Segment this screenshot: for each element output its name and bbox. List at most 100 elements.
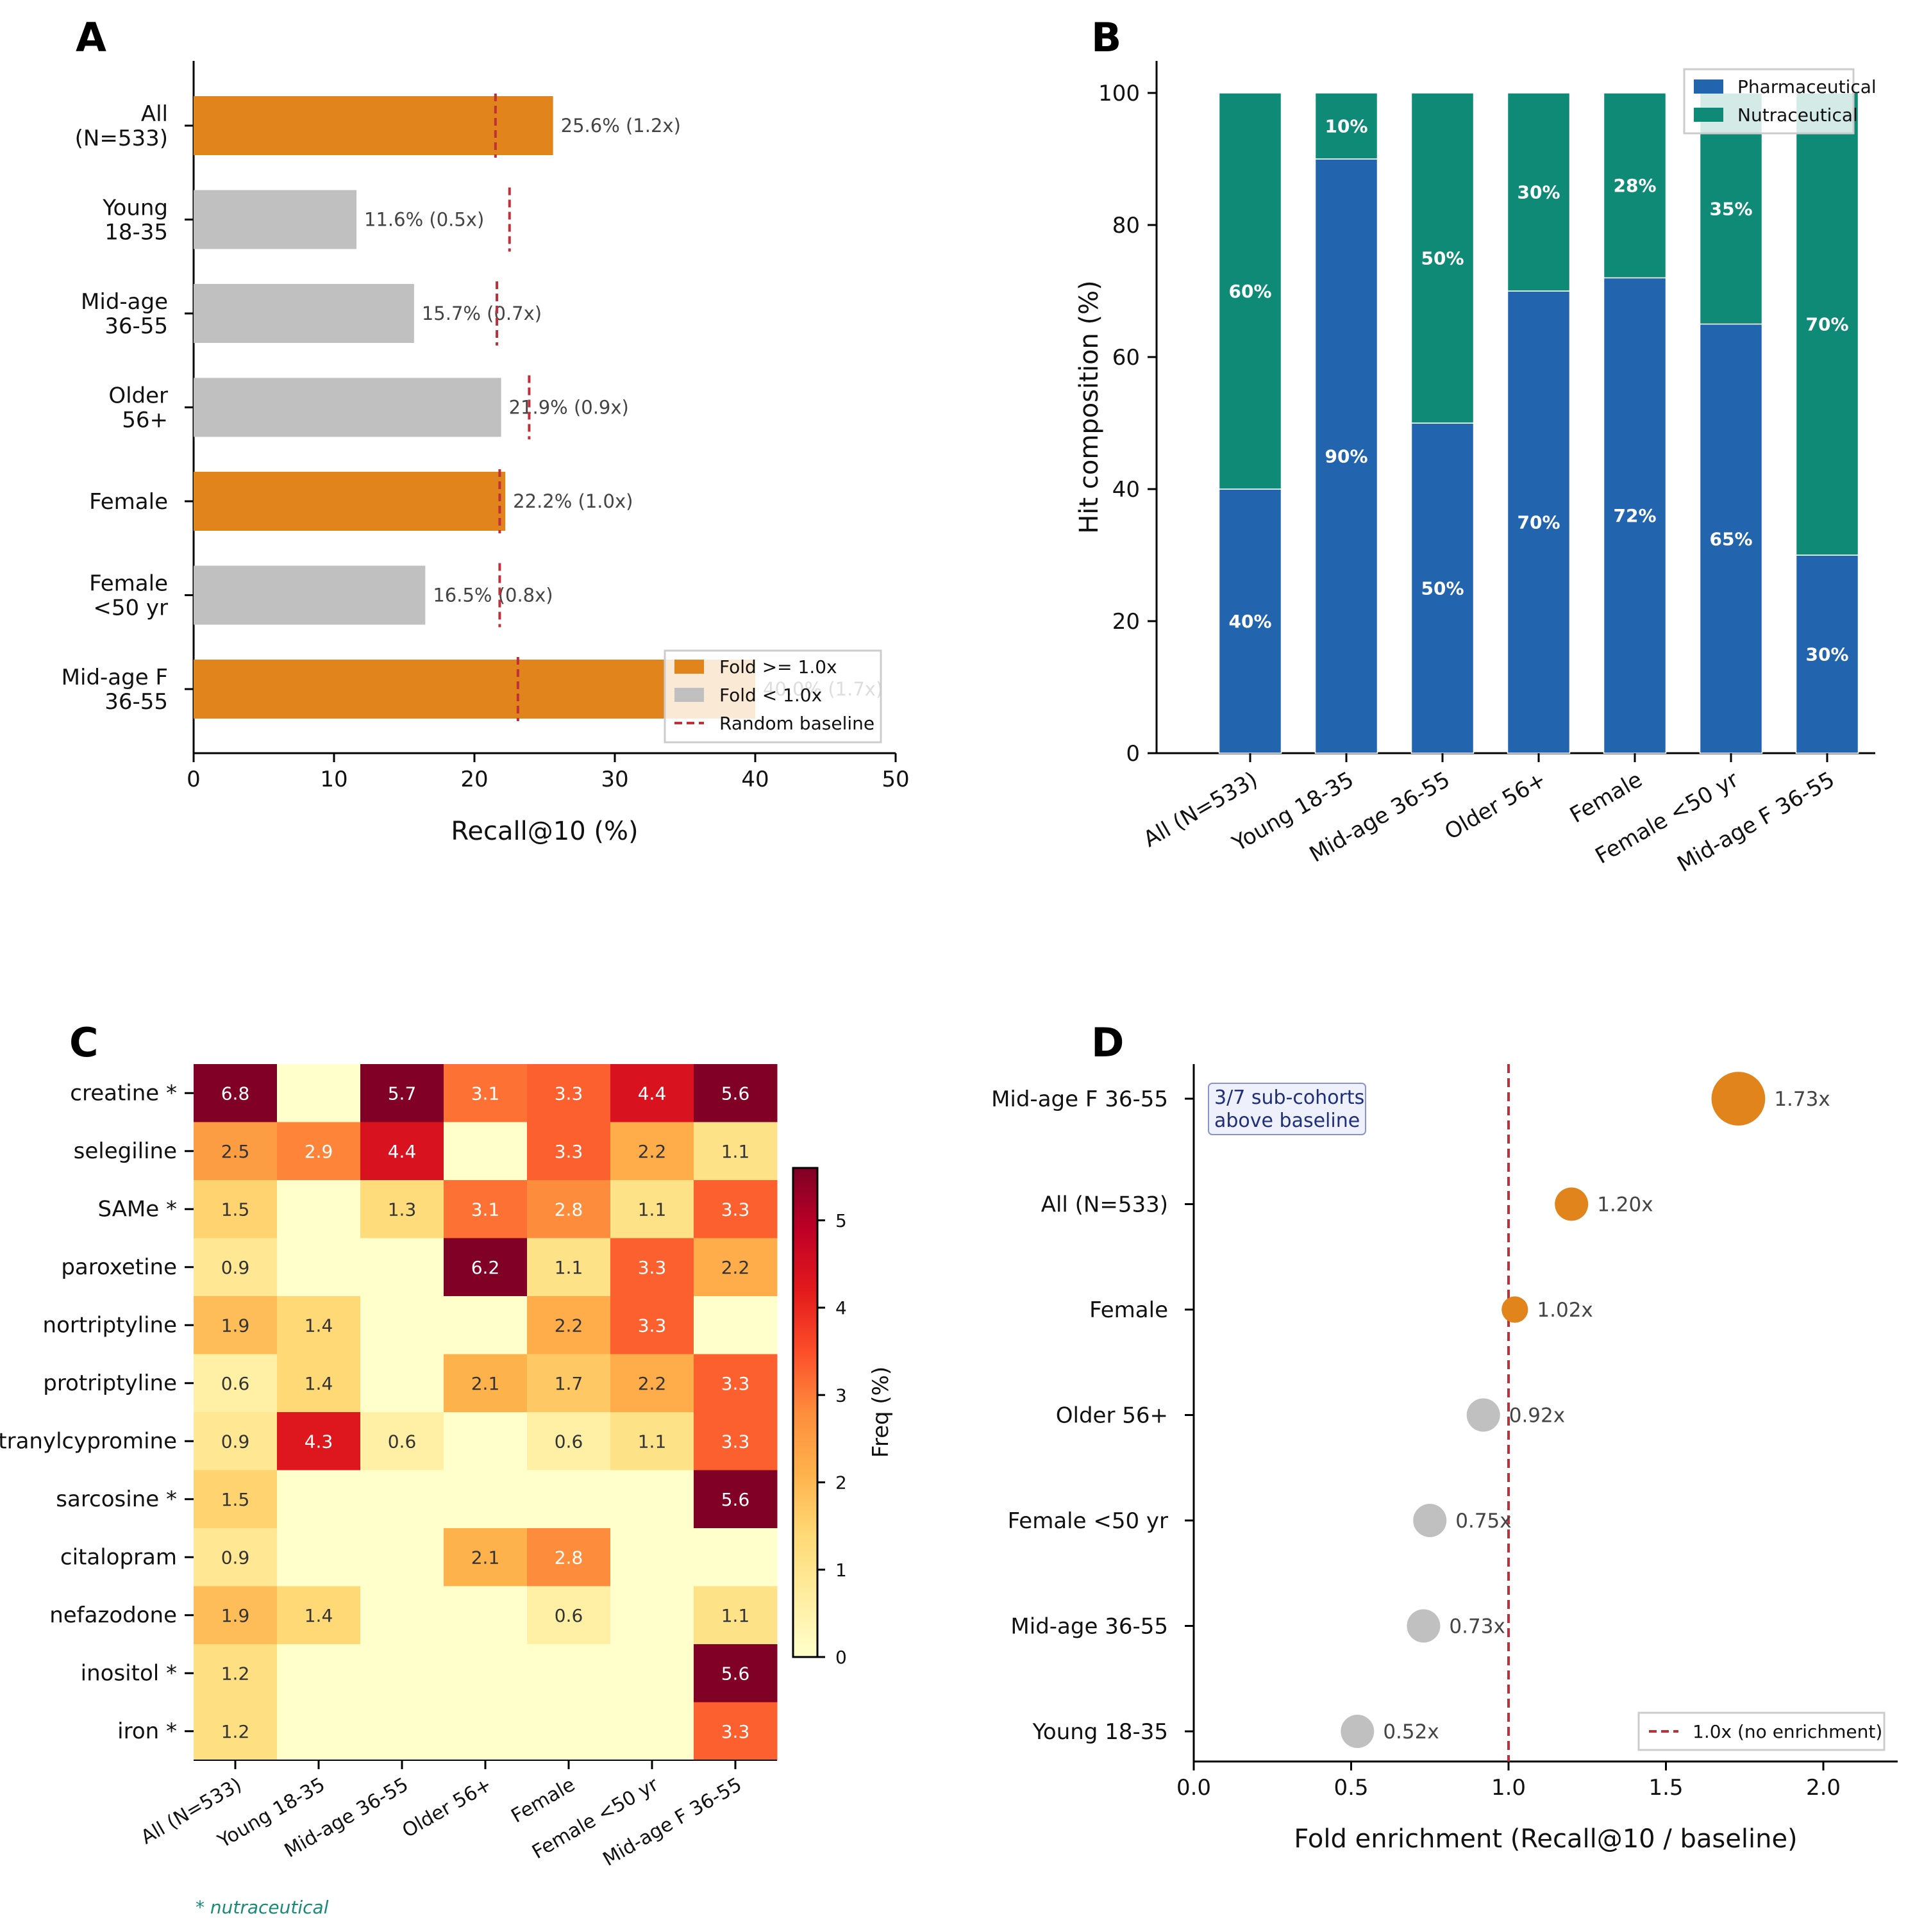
b-segment-label-pharmaceutical-4: 72% xyxy=(1613,505,1656,526)
c-row-label-3: paroxetine xyxy=(61,1254,177,1280)
b-bar-nutraceutical-1 xyxy=(1314,92,1378,160)
c-cell-2-1 xyxy=(277,1180,361,1238)
c-cell-0-4 xyxy=(527,1064,611,1122)
b-bar-pharmaceutical-1 xyxy=(1314,158,1378,754)
b-bar-nutraceutical-4 xyxy=(1603,92,1667,279)
c-row-label-4: nortriptyline xyxy=(43,1312,177,1338)
c-cell-9-0 xyxy=(194,1586,278,1645)
c-cell-label-8-0: 0.9 xyxy=(221,1547,250,1568)
c-cell-5-5 xyxy=(610,1354,694,1413)
c-cell-5-6 xyxy=(694,1354,778,1413)
c-cell-10-2 xyxy=(360,1644,444,1703)
c-cell-2-6 xyxy=(694,1180,778,1238)
c-cell-4-0 xyxy=(194,1296,278,1354)
c-cell-11-6 xyxy=(694,1702,778,1761)
a-legend-label-0: Fold >= 1.0x xyxy=(719,656,837,678)
c-cell-label-4-5: 3.3 xyxy=(638,1315,667,1336)
d-point-3 xyxy=(1466,1398,1500,1432)
d-category-label-6: Young 18-35 xyxy=(1032,1719,1168,1745)
c-cell-11-2 xyxy=(360,1702,444,1761)
c-cell-8-6 xyxy=(694,1528,778,1586)
c-cell-label-6-0: 0.9 xyxy=(221,1431,250,1452)
a-x-tick-label-0: 0 xyxy=(187,767,201,792)
b-segment-label-nutraceutical-1: 10% xyxy=(1325,116,1367,137)
a-category-label-2: Mid-age 36-55 xyxy=(81,289,168,339)
c-cell-label-4-1: 1.4 xyxy=(305,1315,333,1336)
c-cell-0-0 xyxy=(194,1064,278,1122)
d-point-label-6: 0.52x xyxy=(1383,1720,1439,1744)
c-cell-9-3 xyxy=(444,1586,528,1645)
c-cell-11-1 xyxy=(277,1702,361,1761)
d-x-tick-label-0: 0.0 xyxy=(1176,1775,1211,1801)
c-cell-5-1 xyxy=(277,1354,361,1413)
c-cell-label-0-6: 5.6 xyxy=(721,1083,750,1104)
panel-a-recall-bar-chart: All (N=533) 25.6% (1.2x) Young 18-35 11.6% (0… xyxy=(62,61,910,846)
c-cell-5-3 xyxy=(444,1354,528,1413)
c-cell-1-6 xyxy=(694,1122,778,1181)
d-category-label-2: Female xyxy=(1089,1297,1168,1323)
c-colorbar-tick-label-0: 0 xyxy=(835,1647,847,1668)
b-bar-nutraceutical-2 xyxy=(1410,92,1475,424)
c-cell-label-5-6: 3.3 xyxy=(721,1373,750,1394)
c-cell-label-9-4: 0.6 xyxy=(555,1605,583,1626)
b-segment-label-nutraceutical-2: 50% xyxy=(1421,248,1464,269)
b-legend-swatch-1 xyxy=(1694,108,1723,122)
a-legend-label-2: Random baseline xyxy=(719,713,874,734)
b-bar-nutraceutical-3 xyxy=(1507,92,1571,292)
a-bar-4 xyxy=(194,472,506,531)
a-category-label-0: All (N=533) xyxy=(75,101,168,151)
c-row-label-9: nefazodone xyxy=(49,1603,177,1628)
c-cell-1-5 xyxy=(610,1122,694,1181)
c-row-label-8: citalopram xyxy=(60,1544,177,1570)
c-cell-11-5 xyxy=(610,1702,694,1761)
a-x-tick-label-5: 50 xyxy=(882,767,909,792)
c-cell-0-5 xyxy=(610,1064,694,1122)
c-cell-label-0-4: 3.3 xyxy=(555,1083,583,1104)
c-cell-label-6-1: 4.3 xyxy=(305,1431,333,1452)
c-cell-3-3 xyxy=(444,1238,528,1297)
c-cell-label-5-4: 1.7 xyxy=(555,1373,583,1394)
c-cell-label-9-1: 1.4 xyxy=(305,1605,333,1626)
c-cell-label-0-2: 5.7 xyxy=(388,1083,417,1104)
c-cell-label-2-0: 1.5 xyxy=(221,1199,250,1220)
a-bar-value-label-1: 11.6% (0.5x) xyxy=(364,209,484,231)
c-cell-6-6 xyxy=(694,1412,778,1470)
d-annotation-frame xyxy=(1208,1083,1366,1135)
c-cell-label-1-4: 3.3 xyxy=(555,1141,583,1162)
c-row-label-0: creatine * xyxy=(70,1080,177,1106)
c-colorbar-title: Freq (%) xyxy=(868,1367,894,1458)
b-bar-pharmaceutical-4 xyxy=(1603,277,1667,754)
panel-c-frequency-heatmap: 6.8 5.7 3.1 3.3 4.4 5.6 creatine * 2.5 2.9 4.4 3.3… xyxy=(0,1064,894,1918)
d-point-2 xyxy=(1501,1296,1528,1323)
d-point-label-5: 0.73x xyxy=(1449,1615,1505,1638)
c-cell-9-6 xyxy=(694,1586,778,1645)
d-x-tick-label-3: 1.5 xyxy=(1648,1775,1683,1801)
a-x-tick-label-1: 10 xyxy=(320,767,347,792)
c-cell-label-10-0: 1.2 xyxy=(221,1663,250,1684)
a-x-tick-label-4: 40 xyxy=(741,767,769,792)
a-bar-1 xyxy=(194,190,357,249)
b-bar-nutraceutical-0 xyxy=(1218,92,1282,490)
panel-letter-b: B xyxy=(1091,14,1121,61)
a-category-label-6: Mid-age F 36-55 xyxy=(62,665,168,715)
panel-letter-d: D xyxy=(1091,1019,1124,1066)
c-cell-10-0 xyxy=(194,1644,278,1703)
c-cell-6-1 xyxy=(277,1412,361,1470)
a-bar-value-label-5: 16.5% (0.8x) xyxy=(433,585,553,606)
d-category-label-5: Mid-age 36-55 xyxy=(1010,1614,1168,1640)
a-bar-value-label-4: 22.2% (1.0x) xyxy=(513,490,633,512)
b-segment-label-pharmaceutical-6: 30% xyxy=(1805,644,1848,665)
d-category-label-0: Mid-age F 36-55 xyxy=(991,1087,1168,1112)
c-colorbar-tick-label-1: 1 xyxy=(835,1560,847,1581)
c-cell-8-3 xyxy=(444,1528,528,1586)
c-cell-3-1 xyxy=(277,1238,361,1297)
d-point-label-1: 1.20x xyxy=(1597,1194,1653,1217)
b-segment-label-nutraceutical-6: 70% xyxy=(1805,314,1848,335)
c-cell-label-6-4: 0.6 xyxy=(555,1431,583,1452)
c-cell-label-8-4: 2.8 xyxy=(555,1547,583,1568)
c-cell-label-4-4: 2.2 xyxy=(555,1315,583,1336)
b-segment-label-nutraceutical-0: 60% xyxy=(1228,281,1271,302)
b-y-tick-label-5: 100 xyxy=(1098,81,1140,106)
d-point-label-2: 1.02x xyxy=(1537,1299,1593,1322)
